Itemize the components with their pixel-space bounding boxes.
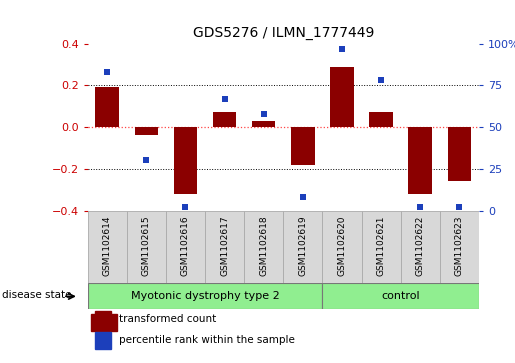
Text: control: control: [382, 291, 420, 301]
Point: [338, 46, 346, 52]
Bar: [166, 211, 205, 283]
Text: GSM1102623: GSM1102623: [455, 215, 464, 276]
Text: GSM1102616: GSM1102616: [181, 215, 190, 276]
Point: [455, 204, 464, 210]
Text: percentile rank within the sample: percentile rank within the sample: [119, 335, 295, 346]
Text: GSM1102621: GSM1102621: [376, 215, 386, 276]
Point: [377, 77, 385, 83]
Text: disease state: disease state: [2, 290, 71, 300]
Bar: [330, 66, 354, 127]
Bar: [408, 127, 432, 194]
Bar: [205, 211, 244, 283]
Bar: [362, 211, 401, 283]
Bar: [369, 113, 393, 127]
Text: GSM1102615: GSM1102615: [142, 215, 151, 276]
Bar: [291, 127, 315, 164]
Bar: [448, 127, 471, 181]
Point: [142, 158, 150, 163]
Bar: [401, 211, 440, 283]
Bar: [252, 121, 276, 127]
Bar: [95, 311, 111, 327]
Bar: [283, 211, 322, 283]
Bar: [127, 211, 166, 283]
Bar: [244, 211, 283, 283]
Text: GSM1102617: GSM1102617: [220, 215, 229, 276]
Text: GSM1102614: GSM1102614: [102, 215, 112, 276]
Text: GSM1102619: GSM1102619: [298, 215, 307, 276]
Point: [220, 96, 229, 102]
Bar: [213, 113, 236, 127]
Bar: [95, 87, 119, 127]
Bar: [174, 127, 197, 194]
Text: GSM1102620: GSM1102620: [337, 215, 347, 276]
Bar: [95, 332, 111, 348]
Text: GSM1102618: GSM1102618: [259, 215, 268, 276]
Point: [181, 204, 190, 210]
Point: [299, 194, 307, 200]
Bar: [134, 127, 158, 135]
Point: [103, 69, 111, 75]
Title: GDS5276 / ILMN_1777449: GDS5276 / ILMN_1777449: [193, 26, 374, 40]
Point: [260, 111, 268, 117]
Text: GSM1102622: GSM1102622: [416, 215, 425, 276]
Text: transformed count: transformed count: [119, 314, 216, 324]
Point: [416, 204, 424, 210]
Bar: [322, 283, 479, 309]
Bar: [88, 283, 322, 309]
Bar: [440, 211, 479, 283]
Bar: [92, 314, 117, 331]
Bar: [88, 211, 127, 283]
Text: Myotonic dystrophy type 2: Myotonic dystrophy type 2: [131, 291, 279, 301]
Bar: [322, 211, 362, 283]
